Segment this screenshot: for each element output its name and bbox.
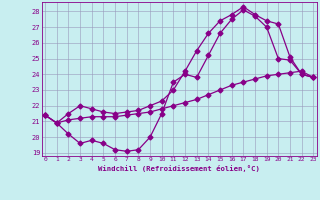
X-axis label: Windchill (Refroidissement éolien,°C): Windchill (Refroidissement éolien,°C) <box>98 165 260 172</box>
